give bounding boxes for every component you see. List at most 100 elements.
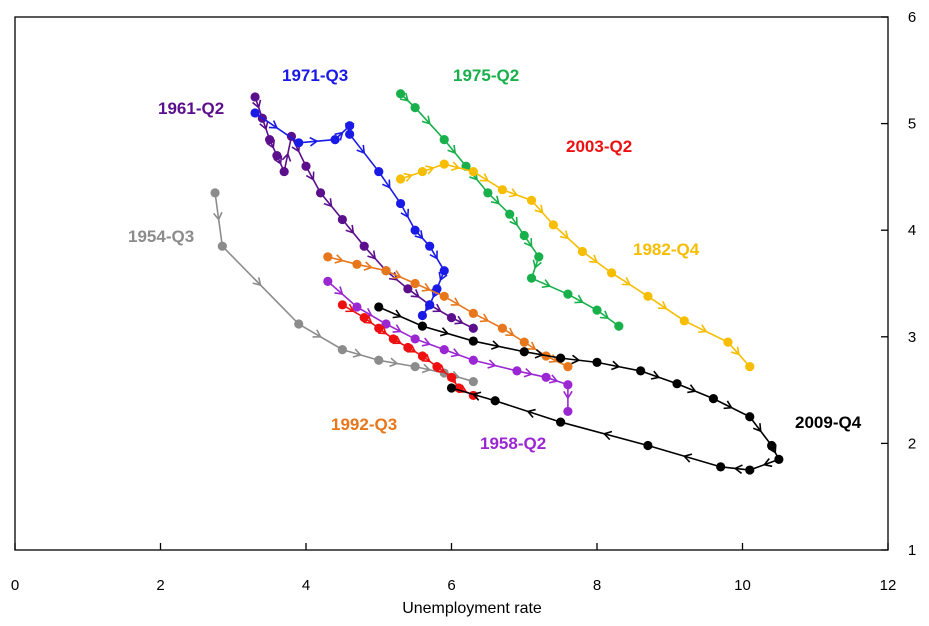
data-point <box>359 241 369 251</box>
data-point <box>519 347 529 357</box>
data-point <box>774 454 784 464</box>
series-arrow <box>392 324 402 333</box>
series-label-1961-Q2: 1961-Q2 <box>158 99 224 118</box>
x-tick-label: 12 <box>880 577 897 594</box>
series-arrow <box>508 188 519 198</box>
data-point <box>410 334 420 344</box>
data-point <box>745 465 755 475</box>
x-tick-label: 2 <box>156 577 164 594</box>
series-arrow <box>352 348 363 358</box>
data-point <box>526 273 537 283</box>
series-label-2003-Q2: 2003-Q2 <box>566 137 632 156</box>
data-point <box>323 252 333 262</box>
series-arrow <box>334 286 344 296</box>
series-2003-Q2 <box>337 300 478 401</box>
data-point <box>301 161 311 171</box>
series-arrow <box>345 224 355 235</box>
data-point <box>606 268 617 278</box>
series-arrow <box>682 453 693 463</box>
data-point <box>388 334 398 344</box>
data-point <box>410 103 420 113</box>
series-arrow <box>252 99 262 110</box>
series-arrow <box>392 270 402 279</box>
series-line <box>378 306 781 471</box>
data-point <box>352 302 362 312</box>
data-point <box>468 336 478 346</box>
data-point <box>337 214 347 225</box>
data-point <box>643 440 653 451</box>
data-point <box>643 291 653 301</box>
data-point <box>563 362 573 372</box>
series-arrow <box>389 357 399 368</box>
data-point <box>505 209 515 219</box>
data-point <box>490 396 500 406</box>
series-arrow <box>323 198 333 208</box>
data-point <box>381 266 391 276</box>
y-tick-label: 5 <box>908 116 916 133</box>
data-point <box>592 357 602 367</box>
data-point <box>417 321 427 331</box>
series-arrow <box>532 259 542 269</box>
series-arrow <box>367 250 377 260</box>
series-arrow <box>429 250 438 260</box>
series-arrow <box>523 238 533 248</box>
series-arrow <box>762 457 773 468</box>
series-line <box>400 163 751 368</box>
series-label-2009-Q4: 2009-Q4 <box>795 413 862 432</box>
data-point <box>432 362 442 372</box>
data-point <box>672 379 682 389</box>
series-1992-Q3 <box>323 252 573 372</box>
data-point <box>519 230 529 241</box>
series-arrow <box>281 152 292 162</box>
data-point <box>432 284 442 294</box>
series-arrow <box>687 384 697 394</box>
series-arrow <box>421 282 432 292</box>
series-arrow <box>752 423 762 433</box>
series-label-1992-Q3: 1992-Q3 <box>331 415 397 434</box>
series-arrow <box>611 360 621 371</box>
data-point <box>345 129 355 139</box>
series-arrow <box>377 325 388 335</box>
series-arrow <box>382 179 391 189</box>
y-tick-label: 1 <box>908 542 916 559</box>
data-point <box>403 342 413 353</box>
data-point <box>439 159 449 169</box>
series-arrow <box>421 115 431 125</box>
series-arrow <box>479 173 490 182</box>
series-arrow <box>479 313 490 323</box>
series-arrow <box>571 354 581 365</box>
series-arrow <box>602 430 613 441</box>
series-1975-Q2 <box>395 89 624 331</box>
data-point <box>337 300 347 310</box>
data-point <box>410 362 420 372</box>
y-tick-label: 3 <box>908 329 916 346</box>
series-arrow <box>588 254 599 264</box>
series-arrow <box>723 400 733 410</box>
series-arrow <box>425 165 435 175</box>
data-point <box>279 166 289 177</box>
data-point <box>526 195 537 205</box>
series-arrow <box>450 161 461 171</box>
x-tick-label: 6 <box>447 577 455 594</box>
data-point <box>395 89 406 99</box>
series-arrow <box>549 374 559 384</box>
data-point <box>250 92 260 102</box>
series-arrow <box>730 346 740 356</box>
data-point <box>425 300 435 310</box>
data-point <box>512 366 522 376</box>
y-tick-label: 2 <box>908 435 916 452</box>
series-arrow <box>439 327 450 337</box>
series-1958-Q2 <box>323 276 573 417</box>
series-arrow <box>305 171 315 181</box>
data-point <box>439 266 449 276</box>
data-point <box>439 344 449 355</box>
plot-frame <box>14 16 889 551</box>
series-arrow <box>450 297 461 306</box>
series-1982-Q4 <box>395 159 755 372</box>
data-point <box>374 302 384 312</box>
series-arrow <box>407 344 417 353</box>
data-point <box>294 138 304 148</box>
data-point <box>352 259 362 269</box>
